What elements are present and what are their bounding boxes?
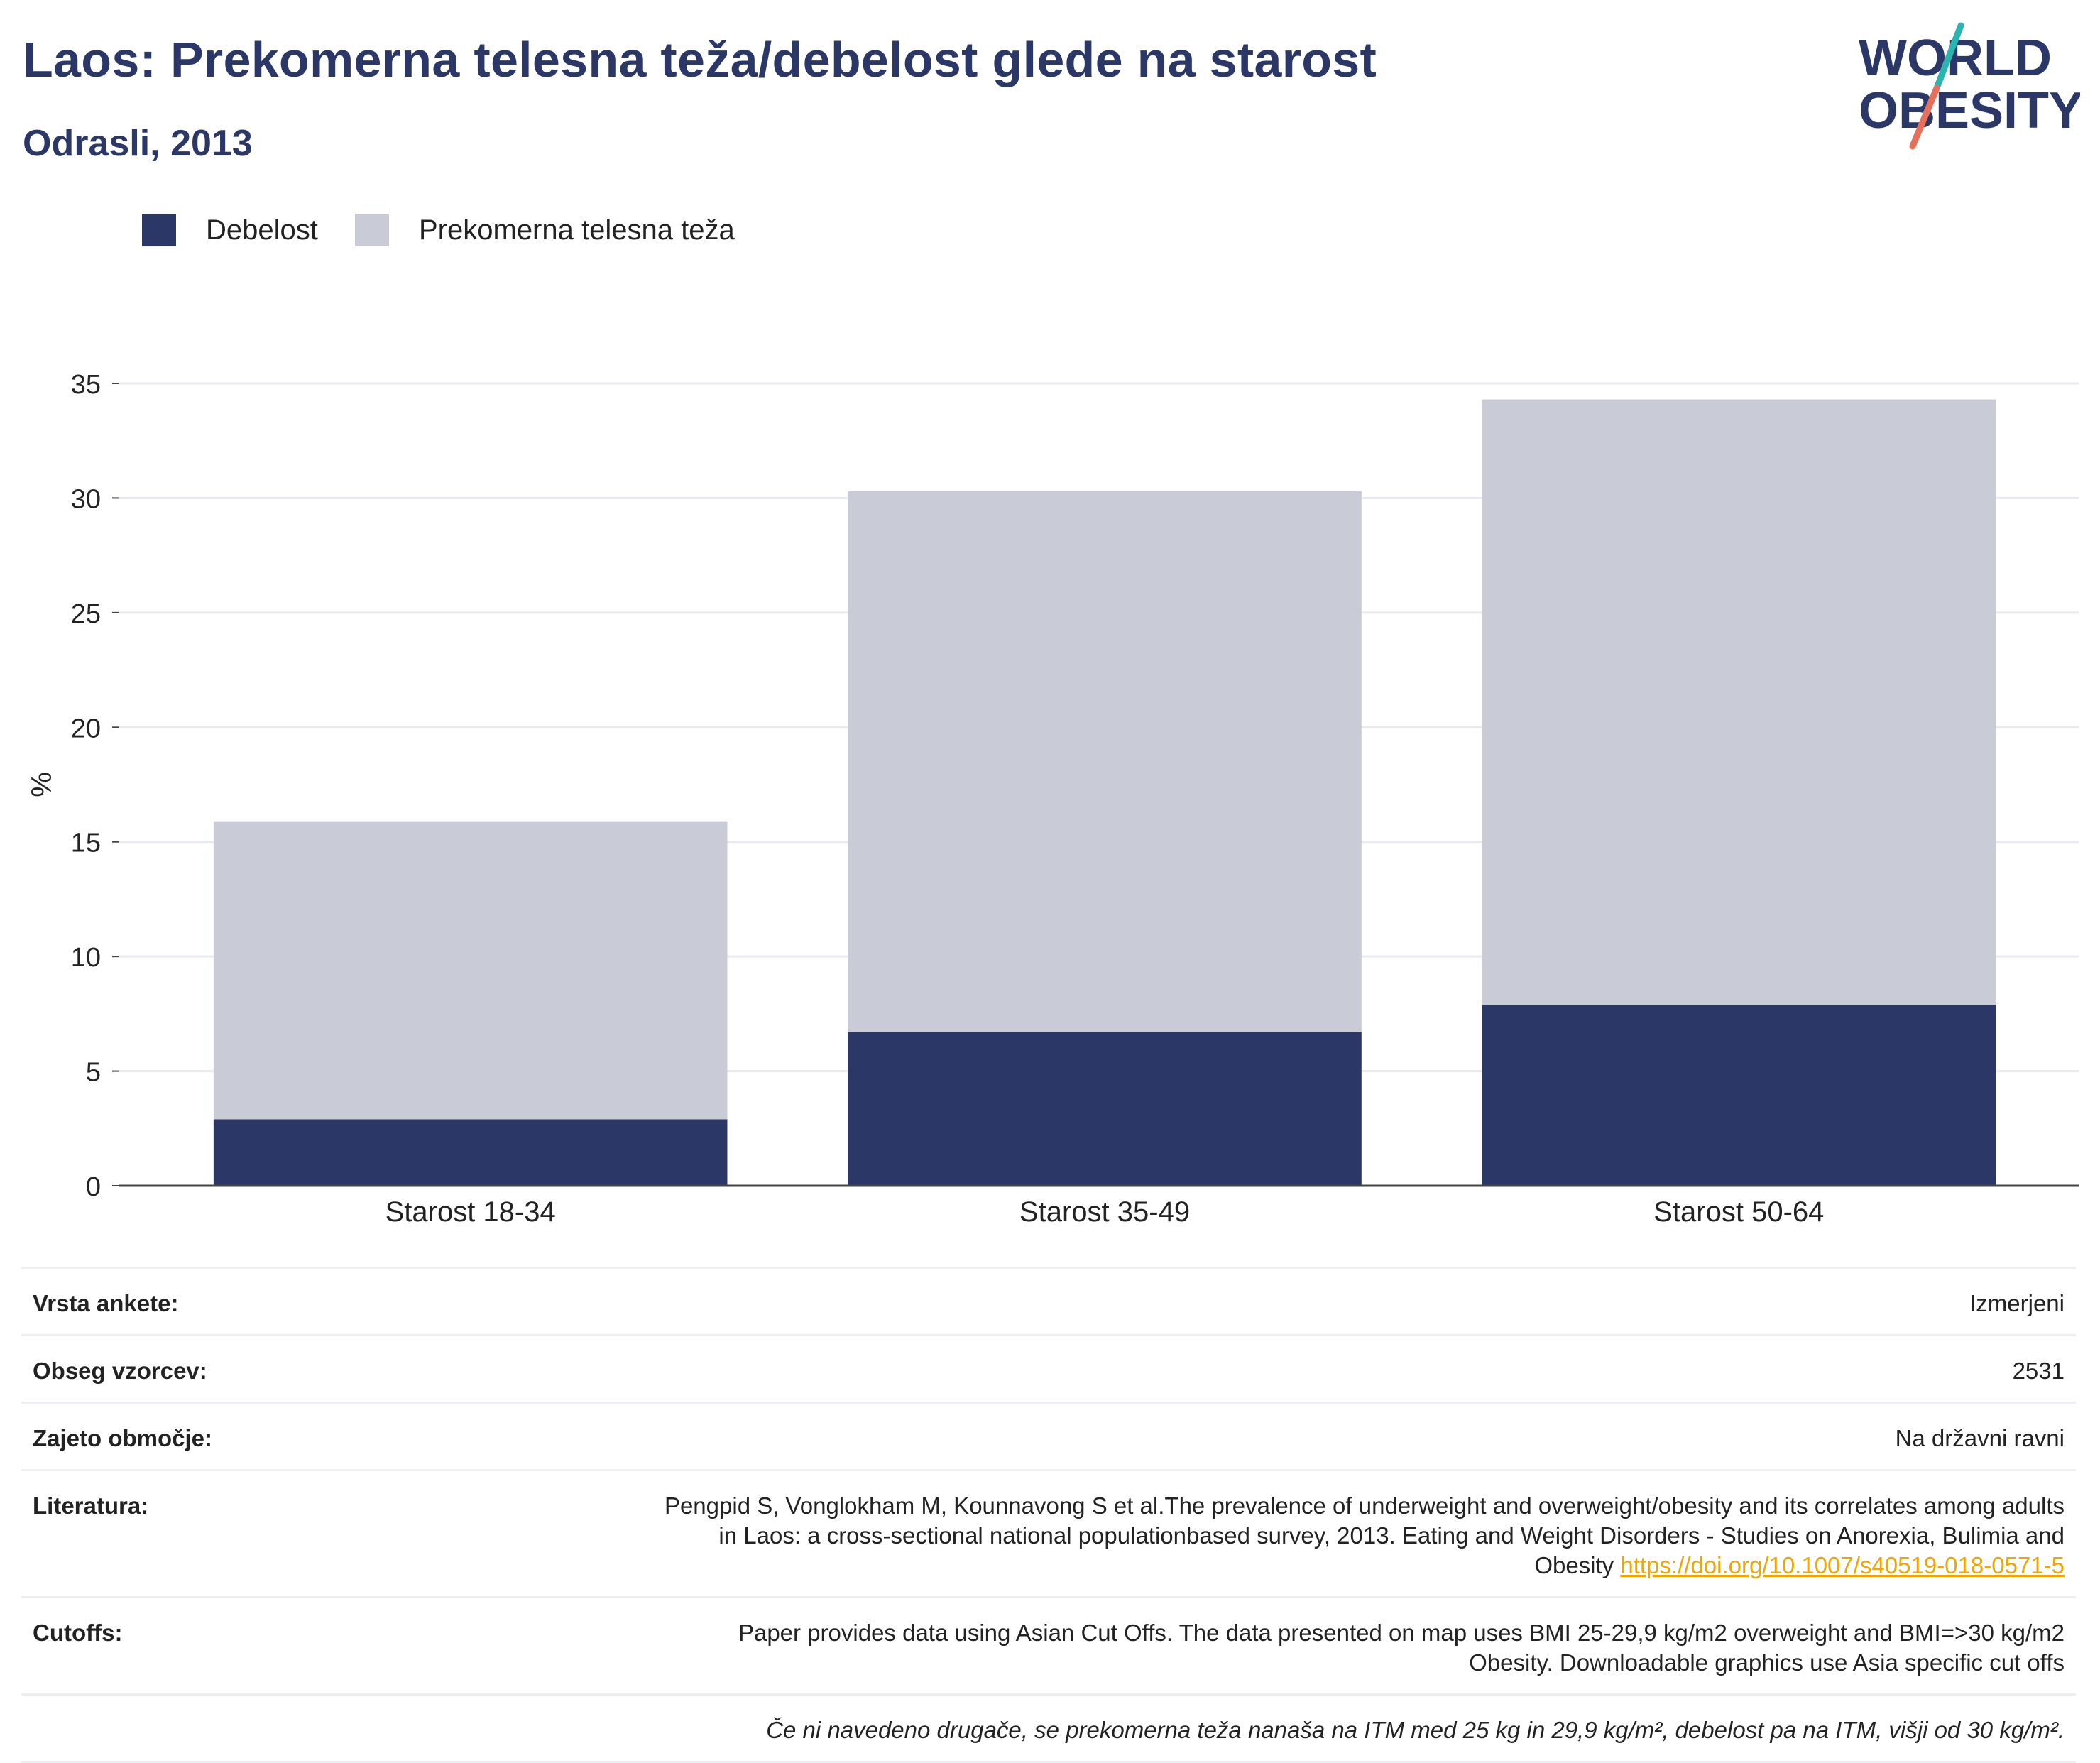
legend-swatch-obesity bbox=[142, 214, 176, 246]
survey-type-label: Vrsta ankete: bbox=[33, 1290, 179, 1316]
literature-label: Literatura: bbox=[33, 1492, 149, 1519]
cutoffs-value: Paper provides data using Asian Cut Offs… bbox=[738, 1618, 2065, 1678]
info-row-note: Če ni navedeno drugače, se prekomerna te… bbox=[21, 1693, 2076, 1763]
logo-line2: OBESITY bbox=[1859, 82, 2080, 139]
y-tick-label: 30 bbox=[71, 484, 101, 514]
literature-doi-link[interactable]: https://doi.org/10.1007/s40519-018-0571-… bbox=[1620, 1552, 2065, 1578]
info-row-sample-size: Obseg vzorcev: 2531 bbox=[21, 1334, 2076, 1402]
y-axis-label: % bbox=[26, 772, 58, 797]
definition-note: Če ni navedeno drugače, se prekomerna te… bbox=[766, 1717, 2065, 1743]
info-row-survey-type: Vrsta ankete: Izmerjeni bbox=[21, 1267, 2076, 1334]
legend-item-obesity[interactable]: Debelost bbox=[142, 210, 318, 250]
literature-text-line1: Pengpid S, Vonglokham M, Kounnavong S et… bbox=[664, 1492, 2065, 1519]
survey-info-table: Vrsta ankete: Izmerjeni Obseg vzorcev: 2… bbox=[21, 1267, 2076, 1763]
y-tick-label: 20 bbox=[71, 714, 101, 743]
cutoffs-line1: Paper provides data using Asian Cut Offs… bbox=[738, 1620, 2065, 1646]
bars bbox=[213, 399, 1996, 1186]
y-tick-label: 5 bbox=[86, 1058, 101, 1088]
y-tick-label: 25 bbox=[71, 599, 101, 629]
chart-subtitle: Odrasli, 2013 bbox=[23, 123, 253, 164]
bar-overweight-1[interactable] bbox=[848, 491, 1362, 1032]
cutoffs-line2: Obesity. Downloadable graphics use Asia … bbox=[1469, 1649, 2065, 1676]
x-tick-label: Starost 35-49 bbox=[1019, 1196, 1190, 1228]
logo-slash-coral bbox=[1909, 84, 1940, 150]
survey-type-value: Izmerjeni bbox=[1969, 1290, 2065, 1316]
x-tick-label: Starost 50-64 bbox=[1653, 1196, 1824, 1228]
world-obesity-logo: WORLD OBESITY bbox=[1859, 22, 2080, 150]
info-row-cutoffs: Cutoffs: Paper provides data using Asian… bbox=[21, 1596, 2076, 1693]
info-row-literature: Literatura: Pengpid S, Vonglokham M, Kou… bbox=[21, 1469, 2076, 1596]
sample-size-value: 2531 bbox=[2012, 1358, 2065, 1384]
legend-label-obesity: Debelost bbox=[206, 214, 318, 246]
axes: 0 5 10 15 20 25 30 35 Starost 18-34 Starost 35-49… bbox=[26, 370, 2079, 1228]
bar-obesity-2[interactable] bbox=[1482, 1004, 1996, 1186]
bar-overweight-2[interactable] bbox=[1482, 399, 1996, 1005]
logo-slash-teal bbox=[1933, 22, 1964, 92]
coverage-label: Zajeto območje: bbox=[33, 1425, 213, 1451]
literature-value: Pengpid S, Vonglokham M, Kounnavong S et… bbox=[665, 1491, 2065, 1581]
y-tick-label: 15 bbox=[71, 829, 101, 858]
y-tick-label: 35 bbox=[71, 370, 101, 400]
bar-obesity-1[interactable] bbox=[848, 1032, 1362, 1186]
legend-label-overweight: Prekomerna telesna teža bbox=[419, 214, 735, 246]
bar-obesity-0[interactable] bbox=[213, 1119, 728, 1186]
coverage-value: Na državni ravni bbox=[1895, 1425, 2065, 1451]
legend-item-overweight[interactable]: Prekomerna telesna teža bbox=[355, 210, 735, 250]
y-tick-label: 0 bbox=[86, 1172, 101, 1202]
chart-title: Laos: Prekomerna telesna teža/debelost g… bbox=[23, 32, 1377, 87]
y-tick-label: 10 bbox=[71, 943, 101, 973]
sample-size-label: Obseg vzorcev: bbox=[33, 1358, 207, 1384]
literature-text-line3: Obesity bbox=[1534, 1552, 1614, 1578]
legend-swatch-overweight bbox=[355, 214, 389, 246]
bar-overweight-0[interactable] bbox=[213, 821, 728, 1120]
cutoffs-label: Cutoffs: bbox=[33, 1620, 123, 1646]
info-row-coverage: Zajeto območje: Na državni ravni bbox=[21, 1402, 2076, 1469]
literature-text-line2: in Laos: a cross-sectional national popu… bbox=[718, 1522, 2065, 1549]
stacked-bar-chart: 0 5 10 15 20 25 30 35 Starost 18-34 Starost 35-49… bbox=[26, 370, 2079, 1228]
x-tick-label: Starost 18-34 bbox=[385, 1196, 556, 1228]
